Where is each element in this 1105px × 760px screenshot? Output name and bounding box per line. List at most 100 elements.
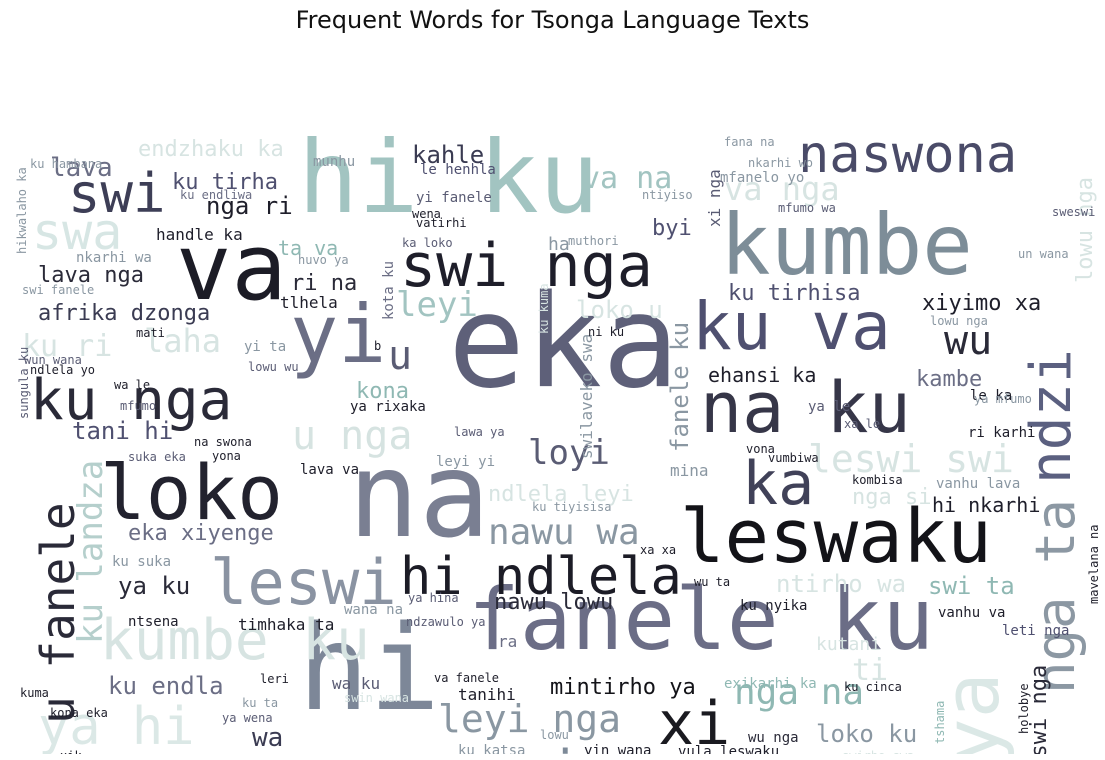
word-wana-na: wana na bbox=[344, 602, 403, 618]
word-hikwalaho-ka: hikwalaho ka bbox=[15, 167, 29, 254]
word-ku-cinca: ku cinca bbox=[844, 680, 902, 694]
word-swi-fanele: swi fanele bbox=[22, 283, 94, 297]
word-kota-ku: kota ku bbox=[381, 261, 397, 320]
word-hi-ndlela: hi ndlela bbox=[400, 547, 682, 607]
word-ndzi: ndzi bbox=[1019, 349, 1084, 484]
word-wu: wu bbox=[944, 318, 992, 364]
word-sweswi: sweswi bbox=[1052, 205, 1095, 219]
word-nga-na: nga na bbox=[734, 672, 864, 713]
word-muthori: muthori bbox=[568, 234, 619, 248]
chart-title: Frequent Words for Tsonga Language Texts bbox=[295, 6, 810, 34]
word-huvo-ya: huvo ya bbox=[298, 253, 349, 267]
word-nga-ri: nga ri bbox=[206, 192, 293, 220]
word-ya-hi: ya hi bbox=[38, 697, 195, 754]
word-ya-rixaka: ya rixaka bbox=[350, 399, 426, 415]
word-mayelana-na: mayelana na bbox=[1087, 525, 1098, 604]
word-kuma: kuma bbox=[20, 686, 49, 700]
word-wa: wa bbox=[252, 723, 283, 753]
word-yi: yi bbox=[290, 288, 386, 381]
word-loyi: loyi bbox=[528, 433, 610, 473]
word-wa-ku: wa ku bbox=[332, 674, 380, 693]
word-fanele-ku: fanele ku bbox=[666, 322, 694, 452]
word-ndlela-yo: ndlela yo bbox=[30, 363, 95, 377]
word-kombisa: kombisa bbox=[852, 473, 903, 487]
word-yin-wana: yin wana bbox=[584, 743, 651, 754]
word-na-swona: na swona bbox=[194, 435, 252, 449]
word-hi-ku: hi ku bbox=[298, 119, 599, 236]
word-laha: laha bbox=[144, 322, 221, 360]
word-swi-ta: swi ta bbox=[928, 572, 1015, 600]
word-ka: ka bbox=[742, 449, 814, 519]
word-ku-tirhisa: ku tirhisa bbox=[728, 281, 860, 306]
word-endzhaku-ka: endzhaku ka bbox=[138, 137, 284, 162]
word-ku-suka: ku suka bbox=[112, 554, 171, 570]
word-swirho-swa: swirho swa bbox=[842, 749, 914, 754]
word-ku-ri: ku ri bbox=[22, 329, 112, 364]
word-mfanelo-yo: mfanelo yo bbox=[720, 170, 804, 186]
word-nawu-wa: nawu wa bbox=[488, 512, 640, 553]
word-ta-va: ta va bbox=[278, 236, 338, 260]
word-lowu-nga: lowu nga bbox=[930, 314, 988, 328]
word-u-nga: u nga bbox=[292, 413, 412, 459]
word-wu-ta: wu ta bbox=[694, 575, 730, 589]
word-vanhu-lava: vanhu lava bbox=[936, 476, 1020, 492]
word-xi: xi bbox=[658, 689, 730, 754]
word-sungula-ku: sungula ku bbox=[17, 347, 31, 419]
word-swin-wana: swin wana bbox=[344, 691, 409, 705]
word-leyi-nga: leyi nga bbox=[438, 697, 621, 741]
word-nga-si: nga si bbox=[852, 485, 931, 510]
word-ku-tirha: ku tirha bbox=[172, 170, 278, 195]
word-ya: ya bbox=[927, 672, 1016, 754]
word-tshama: tshama bbox=[933, 701, 947, 744]
word-xa-le: xa le bbox=[844, 417, 880, 431]
word-ya-mfumo: ya mfumo bbox=[974, 392, 1032, 406]
word-un-wana: un wana bbox=[1018, 247, 1069, 261]
word-ka-loko: ka loko bbox=[402, 236, 453, 250]
word-lava-nga: lava nga bbox=[38, 263, 144, 288]
word-ku-hambana: ku hambana bbox=[30, 157, 102, 171]
word-ri-na: ri na bbox=[291, 271, 357, 296]
word-ku-nyika: ku nyika bbox=[740, 598, 807, 614]
word-wu-nga: wu nga bbox=[748, 730, 799, 746]
word-vumbiwa: vumbiwa bbox=[768, 451, 819, 465]
word-u: u bbox=[388, 333, 412, 379]
word-kumbe-ku: kumbe ku bbox=[100, 608, 370, 673]
word-tanihi: tanihi bbox=[458, 685, 516, 704]
word-tani-hi: tani hi bbox=[72, 417, 173, 445]
word-vanhu-va: vanhu va bbox=[938, 605, 1005, 621]
word-kahle: kahle bbox=[412, 141, 484, 169]
word-xiyimo-xa: xiyimo xa bbox=[922, 291, 1041, 316]
word-xik: xik bbox=[60, 749, 82, 754]
word-ku-tiyisisa: ku tiyisisa bbox=[532, 500, 611, 514]
word-suka-eka: suka eka bbox=[128, 450, 186, 464]
word-le-ka: le ka bbox=[970, 388, 1012, 404]
word-vatirhi: vatirhi bbox=[416, 216, 467, 230]
word-wena: wena bbox=[412, 207, 441, 221]
word-tlhela: tlhela bbox=[280, 293, 338, 312]
word-ku-landza: ku landza bbox=[71, 460, 111, 644]
word-swilaveko-swa: swilaveko swa bbox=[577, 334, 596, 459]
word-yi-fanele: yi fanele bbox=[416, 190, 492, 206]
word-mintirho-ya: mintirho ya bbox=[550, 675, 696, 700]
word-lava: lava bbox=[50, 153, 113, 183]
word-ku-kuma: ku kuma bbox=[537, 283, 551, 334]
word-timhaka-ta: timhaka ta bbox=[238, 615, 334, 634]
word-ntiyiso: ntiyiso bbox=[642, 188, 693, 202]
word-naswona: naswona bbox=[798, 125, 1017, 185]
word-leswi-swi: leswi swi bbox=[808, 437, 1014, 481]
word-va: va bbox=[176, 214, 287, 321]
word-munhu: munhu bbox=[313, 154, 355, 170]
word-wun-wana: wun wana bbox=[24, 353, 82, 367]
word-leri: leri bbox=[260, 672, 289, 686]
word-eka-xiyenge: eka xiyenge bbox=[128, 521, 274, 546]
word-ni-ku: ni ku bbox=[588, 325, 624, 339]
word-handle-ka: handle ka bbox=[156, 225, 243, 244]
word-ku-endla: ku endla bbox=[108, 672, 224, 700]
word-nkarhi-wa: nkarhi wa bbox=[76, 250, 152, 266]
word-ku-ta: ku ta bbox=[242, 696, 278, 710]
word-leyi-yi: leyi yi bbox=[436, 454, 495, 470]
word-lava-va: lava va bbox=[300, 462, 359, 478]
word-xi-nga: xi nga bbox=[705, 169, 724, 227]
word-ya-wena: ya wena bbox=[222, 711, 273, 725]
